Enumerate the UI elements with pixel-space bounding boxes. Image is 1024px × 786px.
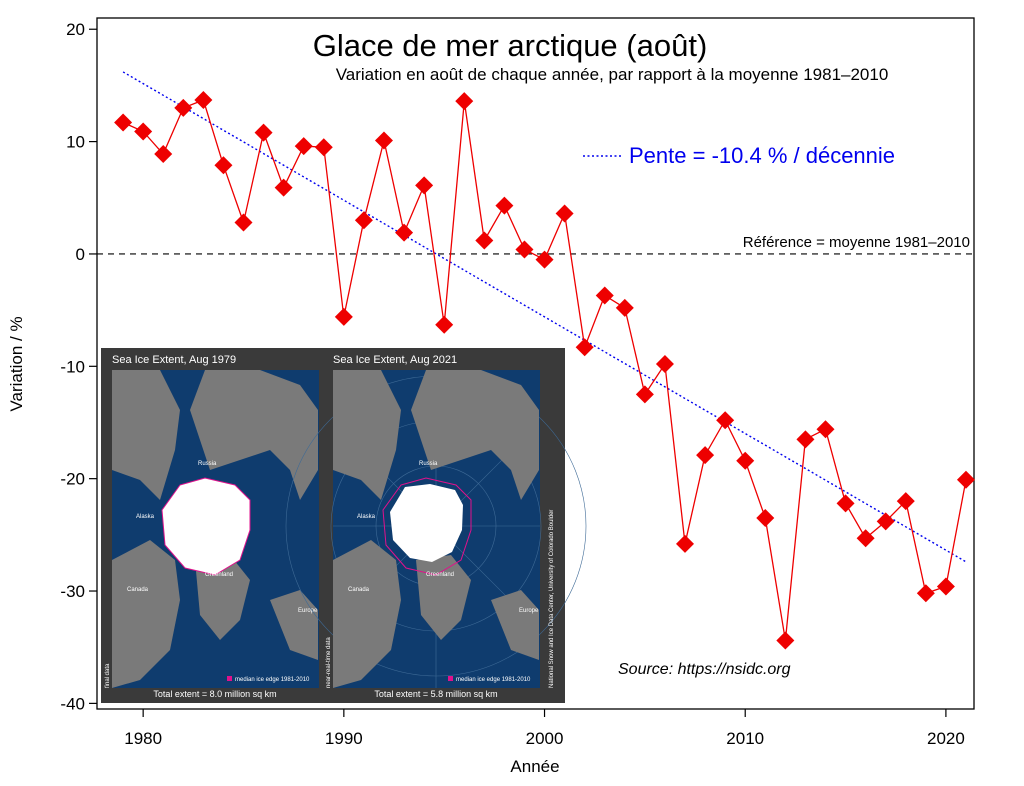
data-point: [294, 137, 313, 156]
y-axis: -40 -30 -20 -10 0 10 20: [60, 20, 97, 713]
y-tick-label: -30: [60, 582, 85, 601]
inset-credit: National Snow and Ice Data Center, Unive…: [549, 510, 555, 688]
inset-place-greenland: Greenland: [426, 572, 454, 578]
data-point: [395, 223, 414, 242]
y-tick-label: 20: [66, 20, 85, 39]
inset-place-russia: Russia: [198, 461, 217, 467]
data-point: [896, 492, 915, 511]
data-point: [696, 446, 715, 465]
data-point: [635, 385, 654, 404]
inset-place-greenland: Greenland: [205, 572, 233, 578]
data-point: [615, 298, 634, 317]
data-point: [214, 156, 233, 175]
inset-map-total: Total extent = 8.0 million sq km: [153, 689, 276, 699]
inset-map-title: Sea Ice Extent, Aug 2021: [333, 354, 457, 366]
inset-place-europe: Europe: [519, 608, 539, 614]
data-point: [415, 176, 434, 195]
y-tick-label: 0: [76, 245, 85, 264]
inset-map-total: Total extent = 5.8 million sq km: [374, 689, 497, 699]
data-point: [455, 92, 474, 111]
inset-map-1979: Sea Ice Extent, Aug 1979 Russia Alaska C…: [105, 354, 319, 699]
chart-title: Glace de mer arctique (août): [313, 28, 708, 63]
reference-label: Référence = moyenne 1981–2010: [743, 234, 970, 251]
inset-place-canada: Canada: [127, 587, 149, 593]
data-point: [495, 196, 514, 215]
data-point: [334, 307, 353, 326]
data-point: [535, 250, 554, 269]
inset-place-alaska: Alaska: [357, 514, 376, 520]
y-tick-label: -40: [60, 694, 85, 713]
inset-place-canada: Canada: [348, 587, 370, 593]
x-axis-title: Année: [510, 757, 559, 776]
data-point: [856, 529, 875, 548]
data-point: [234, 213, 253, 232]
data-point: [796, 430, 815, 449]
chart-subtitle: Variation en août de chaque année, par r…: [336, 65, 889, 84]
data-point: [816, 420, 835, 439]
data-point: [756, 508, 775, 527]
data-point: [776, 631, 795, 650]
data-point: [916, 584, 935, 603]
data-point: [515, 240, 534, 259]
x-axis: 1980 1990 2000 2010 2020: [124, 709, 965, 748]
inset-place-alaska: Alaska: [136, 514, 155, 520]
data-point: [555, 204, 574, 223]
inset-place-europe: Europe: [298, 608, 318, 614]
data-point: [354, 211, 373, 230]
inset-map-legend: median ice edge 1981-2010: [456, 677, 531, 683]
data-point: [194, 91, 213, 110]
data-point: [154, 144, 173, 163]
inset-map-side-label: final data: [105, 663, 111, 688]
data-point: [836, 494, 855, 513]
inset-map-side-label: near-real-time data: [326, 637, 332, 688]
data-point: [936, 577, 955, 596]
data-point: [314, 138, 333, 157]
data-point: [254, 123, 273, 142]
data-point: [595, 286, 614, 305]
data-point: [736, 451, 755, 470]
data-point: [134, 122, 153, 141]
legend-swatch-median-icon: [448, 676, 453, 681]
inset-map-legend: median ice edge 1981-2010: [235, 677, 310, 683]
data-point: [716, 411, 735, 430]
x-tick-label: 1990: [325, 729, 363, 748]
data-point: [676, 534, 695, 553]
data-point: [575, 338, 594, 357]
data-point: [956, 470, 975, 489]
x-tick-label: 1980: [124, 729, 162, 748]
data-point: [374, 131, 393, 150]
data-point: [274, 178, 293, 197]
x-tick-label: 2010: [726, 729, 764, 748]
inset-maps-panel: Sea Ice Extent, Aug 1979 Russia Alaska C…: [101, 348, 587, 703]
x-tick-label: 2000: [526, 729, 564, 748]
data-point: [475, 231, 494, 250]
inset-map-2021: Sea Ice Extent, Aug 2021 Russia Alaska C…: [285, 354, 587, 699]
trend-line: [122, 71, 967, 563]
x-tick-label: 2020: [927, 729, 965, 748]
data-point: [435, 315, 454, 334]
inset-map-title: Sea Ice Extent, Aug 1979: [112, 354, 236, 366]
series-points: [114, 91, 975, 650]
source-note: Source: https://nsidc.org: [618, 661, 791, 678]
y-tick-label: 10: [66, 133, 85, 152]
data-point: [114, 113, 133, 132]
data-point: [174, 98, 193, 117]
y-tick-label: -10: [60, 357, 85, 376]
y-axis-title: Variation / %: [7, 316, 26, 411]
legend-swatch-median-icon: [227, 676, 232, 681]
legend-trend-label: Pente = -10.4 % / décennie: [629, 143, 895, 168]
y-tick-label: -20: [60, 470, 85, 489]
data-point: [655, 355, 674, 374]
inset-place-russia: Russia: [419, 461, 438, 467]
data-point: [876, 512, 895, 531]
